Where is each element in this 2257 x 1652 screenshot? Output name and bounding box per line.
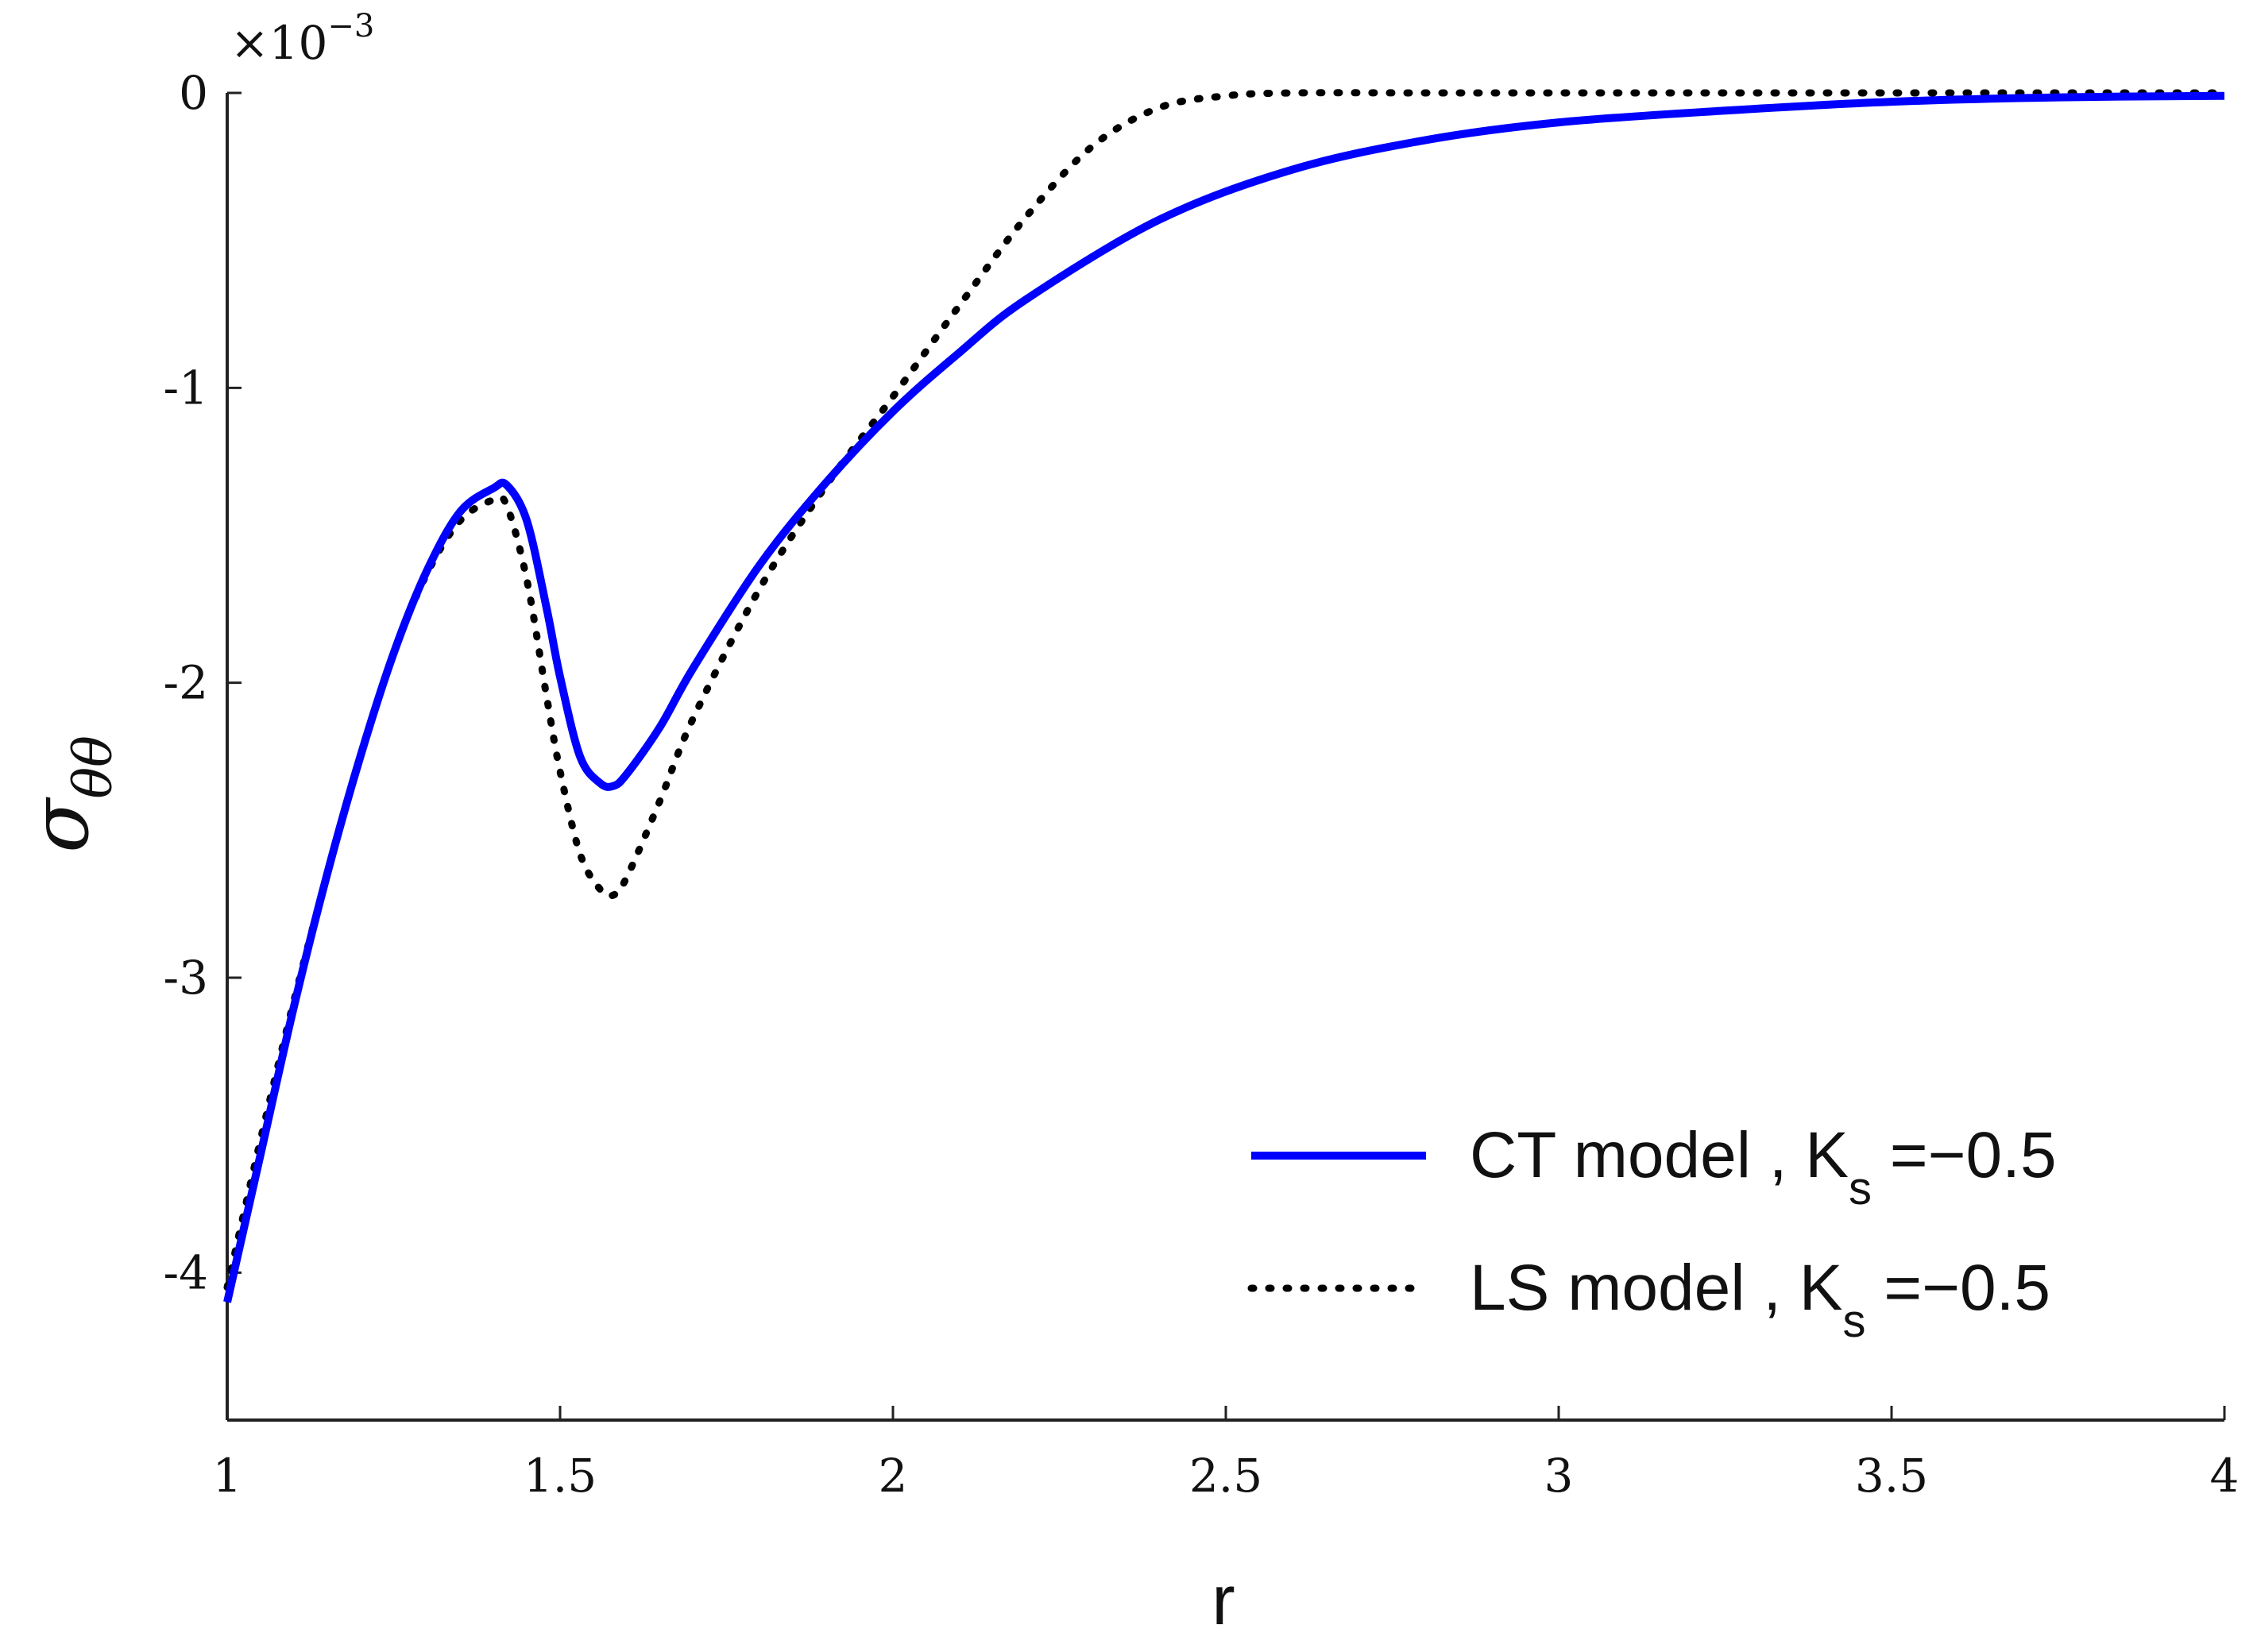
y-axis-symbol: σ xyxy=(14,797,106,853)
y-axis-label: σθθ xyxy=(14,735,124,853)
series-layer xyxy=(223,89,2228,1303)
y-multiplier-base: ×10 xyxy=(230,16,327,70)
series-line-ls-model xyxy=(223,89,2228,1291)
ticks-group: 1 1.5 2 2.5 3 3.5 4 0 -1 -2 -3 -4 xyxy=(164,66,2240,1503)
x-tick-label: 1 xyxy=(213,1449,242,1503)
x-tick-label: 3.5 xyxy=(1855,1449,1928,1503)
legend-label-ct: CT model , Ks =−0.5 xyxy=(1470,1119,2057,1214)
legend-label-ls: LS model , Ks =−0.5 xyxy=(1470,1252,2050,1347)
x-tick-label: 2 xyxy=(879,1449,908,1503)
y-tick-label: -4 xyxy=(164,1245,209,1299)
y-tick-label: 0 xyxy=(179,66,208,120)
x-tick-label: 1.5 xyxy=(524,1449,597,1503)
x-tick-label: 2.5 xyxy=(1189,1449,1262,1503)
x-axis-label: r xyxy=(1212,1561,1235,1639)
x-tick-label: 4 xyxy=(2210,1449,2240,1503)
x-tick-label: 3 xyxy=(1544,1449,1574,1503)
y-axis-subscript: θθ xyxy=(63,735,124,798)
y-tick-label: -2 xyxy=(164,656,209,710)
axes-group xyxy=(226,93,2224,1422)
legend: CT model , Ks =−0.5 LS model , Ks =−0.5 xyxy=(1247,1119,2057,1347)
y-tick-label: -1 xyxy=(164,361,209,415)
series-line-ct-model xyxy=(223,91,2225,1303)
y-multiplier-exponent: −3 xyxy=(327,8,374,44)
y-multiplier-label: ×10−3 xyxy=(230,8,374,70)
y-tick-label: -3 xyxy=(164,951,209,1005)
